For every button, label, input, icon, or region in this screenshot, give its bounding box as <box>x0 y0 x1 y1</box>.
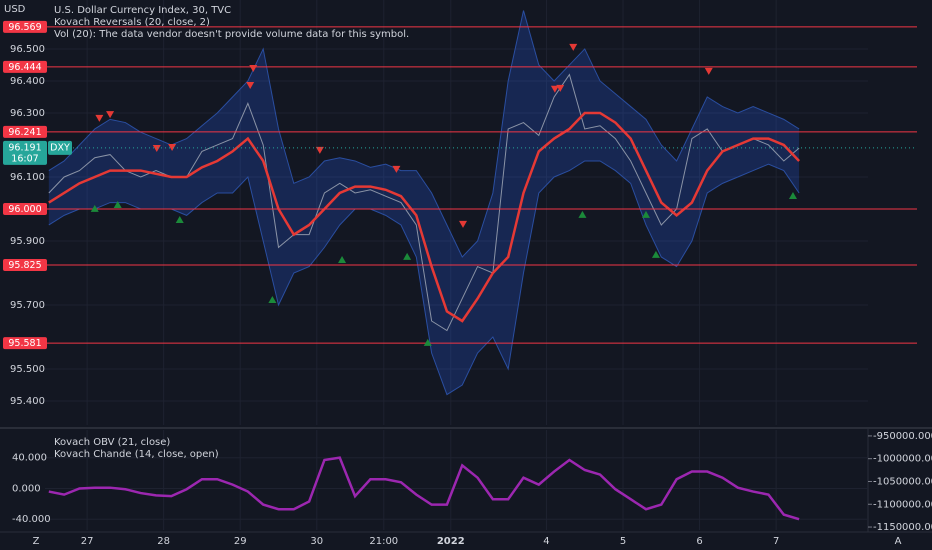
y2-tick-label: -950000.000 <box>873 431 932 442</box>
chart-title: U.S. Dollar Currency Index, 30, TVC <box>54 5 231 16</box>
panel-title: Kovach OBV (21, close) <box>54 437 170 448</box>
y2-tick-label: -1050000.000 <box>873 476 932 487</box>
y-tick-label: 96.400 <box>10 76 45 87</box>
level-label: 95.825 <box>8 260 41 271</box>
reversal-up-marker <box>268 296 277 304</box>
reversal-down-marker <box>392 165 401 173</box>
currency-label: USD <box>4 4 26 15</box>
reversal-down-marker <box>556 84 565 92</box>
countdown: 16:07 <box>11 153 38 164</box>
x-tick-label: 21:00 <box>369 536 398 547</box>
level-label: 96.000 <box>8 204 41 215</box>
level-label-box <box>3 125 47 138</box>
level-label: 96.241 <box>8 127 41 138</box>
x-tick-label: 28 <box>157 536 170 547</box>
level-label-box <box>3 202 47 215</box>
band-edge <box>48 10 800 258</box>
y-tick-label: 0.000 <box>12 483 41 494</box>
reversal-down-marker <box>106 111 115 119</box>
y2-tick-label: -1150000.000 <box>873 522 932 533</box>
scale-control: A <box>895 536 902 547</box>
reversal-down-marker <box>550 85 559 93</box>
x-tick-label: 2022 <box>437 536 465 547</box>
x-tick-label: 4 <box>543 536 549 547</box>
y-tick-label: 95.900 <box>10 236 45 247</box>
level-label-box <box>3 258 47 271</box>
reversal-down-marker <box>315 146 324 154</box>
reversal-up-marker <box>641 210 650 218</box>
reversal-down-marker <box>249 65 258 73</box>
reversal-up-marker <box>90 204 99 212</box>
price-box <box>3 140 47 165</box>
reversal-up-marker <box>113 200 122 208</box>
reversal-down-marker <box>152 145 161 153</box>
x-tick-label: 7 <box>773 536 779 547</box>
y-tick-label: 95.400 <box>10 396 45 407</box>
panel-subtitle: Kovach Chande (14, close, open) <box>54 449 219 460</box>
level-label-box <box>3 60 47 73</box>
level-label: 96.444 <box>8 62 41 73</box>
x-tick-label: 5 <box>620 536 626 547</box>
reversal-down-marker <box>95 114 104 122</box>
chart-subtitle: Kovach Reversals (20, close, 2) <box>54 17 210 28</box>
level-label: 96.569 <box>8 22 41 33</box>
level-label-box <box>3 20 47 33</box>
reversal-down-marker <box>704 67 713 75</box>
header-bg <box>0 0 46 14</box>
y2-tick-label: -1000000.000 <box>873 454 932 465</box>
symbol-box <box>48 140 72 155</box>
band-fill <box>48 10 800 395</box>
reversal-down-marker <box>569 43 578 51</box>
y-tick-label: 95.700 <box>10 300 45 311</box>
y-tick-label: 96.300 <box>10 108 45 119</box>
reversal-up-marker <box>578 210 587 218</box>
reversal-up-marker <box>403 252 412 260</box>
reversal-up-marker <box>423 338 432 346</box>
y-tick-label: 96.100 <box>10 172 45 183</box>
level-label: 95.581 <box>8 338 41 349</box>
reversal-down-marker <box>168 144 177 152</box>
y-tick-label: 40.000 <box>12 453 47 464</box>
level-label-box <box>3 337 47 350</box>
reversal-down-marker <box>459 220 468 228</box>
moving-average-line <box>48 111 801 323</box>
oscillator-line <box>48 456 800 521</box>
symbol-label: DXY <box>50 142 70 153</box>
y-tick-label: -40.000 <box>12 514 51 525</box>
reversal-up-marker <box>788 192 797 200</box>
x-tick-label: 27 <box>81 536 94 547</box>
reversal-up-marker <box>651 250 660 258</box>
volume-note: Vol (20): The data vendor doesn't provid… <box>54 29 409 40</box>
reversal-up-marker <box>175 216 184 224</box>
x-tick-label: 30 <box>310 536 323 547</box>
price-label: 96.191 <box>8 142 41 153</box>
x-tick-label: 29 <box>234 536 247 547</box>
y-tick-label: 96.500 <box>10 44 45 55</box>
y2-tick-label: -1100000.000 <box>873 499 932 510</box>
y-tick-label: 95.500 <box>10 364 45 375</box>
reversal-down-marker <box>246 81 255 89</box>
x-tick-label: 6 <box>696 536 702 547</box>
scale-control: Z <box>33 536 40 547</box>
reversal-up-marker <box>338 256 347 264</box>
